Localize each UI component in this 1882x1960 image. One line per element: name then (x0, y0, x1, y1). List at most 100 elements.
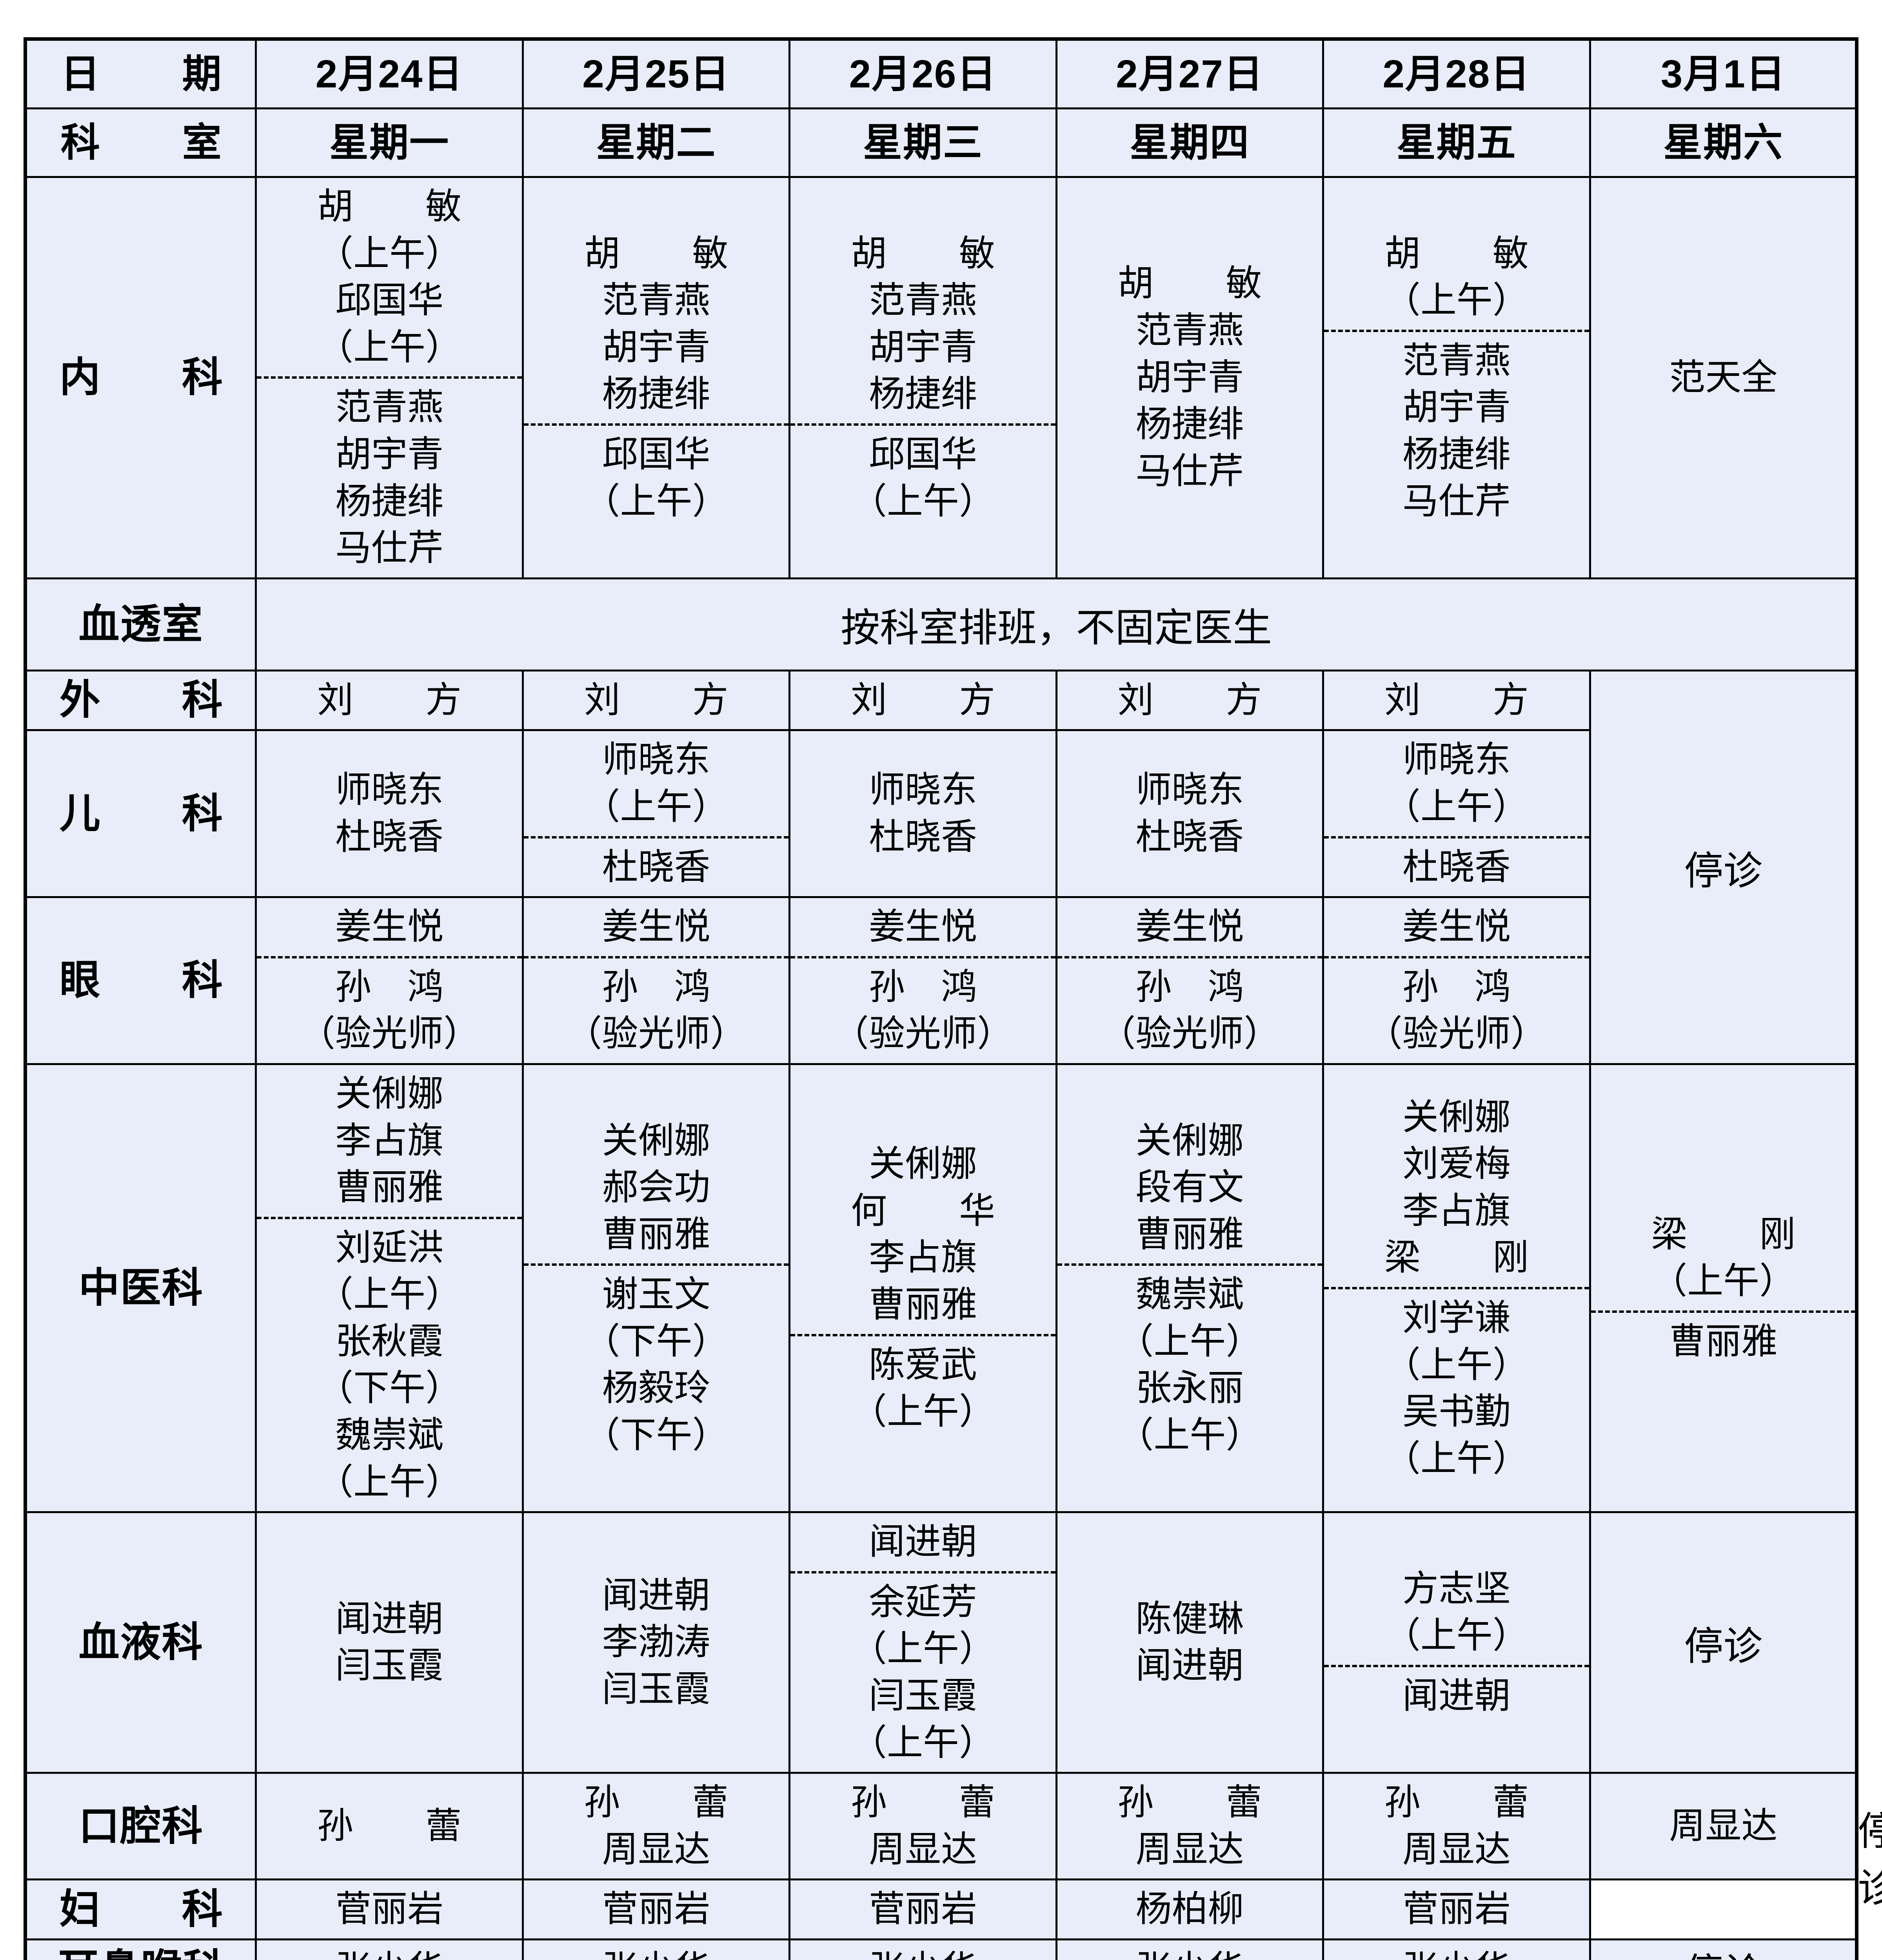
schedule-cell[interactable]: 刘 方 (521, 669, 791, 731)
schedule-cell[interactable]: 孙 蕾 周显达 (1055, 1772, 1324, 1881)
schedule-cell[interactable]: 张少华 (255, 1938, 524, 1960)
schedule-cell[interactable]: 孙 蕾 周显达 (1322, 1772, 1591, 1881)
cell-content: 孙 蕾 周显达 (524, 1774, 788, 1878)
schedule-cell[interactable]: 菅丽岩 (1322, 1878, 1591, 1940)
shift-primary: 梁 刚 （上午） (1651, 1214, 1796, 1301)
dept-label-3: 外 科 (24, 669, 257, 731)
schedule-cell[interactable]: 师晓东 （上午） 杜晓香 (1322, 729, 1591, 898)
schedule-cell[interactable]: 姜生悦孙 鸿 （验光师） (788, 896, 1057, 1065)
schedule-cell[interactable]: 胡 敏 范青燕 胡宇青 杨捷绯 邱国华 （上午） (521, 176, 791, 579)
cell-content: 师晓东 （上午） 杜晓香 (523, 731, 789, 897)
cell-content: 师晓东 杜晓香 (790, 761, 1055, 866)
header-weekday-2: 星期二 (521, 107, 791, 178)
cell-content: 张少华 (1057, 1940, 1322, 1960)
shift-secondary: 范青燕 胡宇青 杨捷绯 马仕芹 (257, 376, 522, 577)
cell-content: 师晓东 （上午） 杜晓香 (1324, 731, 1589, 896)
schedule-cell[interactable]: 姜生悦孙 鸿 （验光师） (521, 896, 791, 1065)
schedule-cell[interactable]: 刘 方 (788, 669, 1057, 731)
cell-content: 刘 方 (257, 671, 521, 730)
shift-primary: 姜生悦 (1402, 907, 1511, 947)
shift-primary: 菅丽岩 (1402, 1889, 1511, 1929)
shift-primary: 师晓东 杜晓香 (335, 770, 444, 857)
schedule-cell[interactable]: 关俐娜 郝会功 曹丽雅 谢玉文 （下午） 杨毅玲 （下午） (521, 1063, 791, 1514)
cell-content: 孙 蕾 周显达 (790, 1774, 1055, 1878)
schedule-cell[interactable]: 师晓东 杜晓香 (788, 729, 1057, 898)
shift-secondary: 余延芳 （上午） 闫玉霞 （上午） (790, 1571, 1055, 1772)
schedule-cell[interactable]: 刘 方 (1322, 669, 1591, 731)
schedule-cell[interactable]: 孙 蕾 周显达 (521, 1772, 791, 1881)
cell-content: 张少华 (524, 1940, 788, 1960)
schedule-cell[interactable]: 张少华 (1322, 1938, 1591, 1960)
schedule-cell[interactable]: 胡 敏 （上午） 范青燕 胡宇青 杨捷绯 马仕芹 (1322, 176, 1591, 579)
shift-secondary: 杜晓香 (523, 836, 789, 897)
shift-secondary: 邱国华 （上午） (790, 423, 1055, 530)
schedule-cell[interactable]: 师晓东 （上午） 杜晓香 (521, 729, 791, 898)
schedule-cell[interactable]: 师晓东 杜晓香 (1055, 729, 1324, 898)
schedule-cell[interactable]: 梁 刚 （上午） 曹丽雅 (1589, 1063, 1858, 1514)
schedule-cell[interactable]: 胡 敏 范青燕 胡宇青 杨捷绯 邱国华 （上午） (788, 176, 1057, 579)
schedule-cell[interactable]: 范天全 (1589, 176, 1858, 579)
cell-content: 周显达 (1591, 1797, 1856, 1855)
schedule-cell[interactable]: 菅丽岩 (255, 1878, 524, 1940)
schedule-cell[interactable]: 闻进朝余延芳 （上午） 闫玉霞 （上午） (788, 1511, 1057, 1774)
shift-primary: 孙 蕾 周显达 (1117, 1782, 1262, 1869)
shift-primary: 菅丽岩 (868, 1889, 977, 1929)
schedule-cell[interactable]: 关俐娜 段有文 曹丽雅 魏崇斌 （上午） 张永丽 （上午） (1055, 1063, 1324, 1514)
schedule-cell[interactable]: 菅丽岩 (521, 1878, 791, 1940)
schedule-cell[interactable]: 姜生悦孙 鸿 （验光师） (1055, 896, 1324, 1065)
closed-cell: 停诊 (1589, 669, 1858, 1065)
header-weekday-1: 星期一 (255, 107, 524, 178)
shift-primary: 张少华 (257, 1940, 521, 1960)
schedule-cell[interactable]: 刘 方 (255, 669, 524, 731)
schedule-cell[interactable]: 刘 方 (1055, 669, 1324, 731)
schedule-cell[interactable]: 姜生悦孙 鸿 （验光师） (1322, 896, 1591, 1065)
shift-primary: 闻进朝 闫玉霞 (335, 1599, 444, 1686)
schedule-cell[interactable]: 周显达 (1589, 1772, 1858, 1881)
shift-primary: 刘 方 (317, 680, 480, 720)
schedule-row: 血液科 闻进朝 闫玉霞 闻进朝 李渤涛 闫玉霞 闻进朝 余延芳 （上午） 闫玉霞 （上午… (24, 1511, 1858, 1774)
shift-primary: 胡 敏 范青燕 胡宇青 杨捷绯 (584, 233, 728, 414)
header-row-weekdays: 科 室星期一 星期二 星期三 星期四 星期五 星期六 (24, 107, 1858, 178)
schedule-cell[interactable]: 陈健琳 闻进朝 (1055, 1511, 1324, 1774)
schedule-cell[interactable]: 张少华 (1055, 1938, 1324, 1960)
header-date-3: 2月26日 (788, 38, 1057, 109)
shift-primary: 刘 方 (850, 680, 1013, 720)
shift-primary: 关俐娜 段有文 曹丽雅 (1135, 1120, 1244, 1254)
shift-primary: 关俐娜 何 华 李占旗 曹丽雅 (850, 1144, 995, 1325)
shift-primary: 闻进朝 (868, 1522, 977, 1562)
schedule-cell[interactable]: 方志坚 （上午） 闻进朝 (1322, 1511, 1591, 1774)
schedule-cell[interactable]: 师晓东 杜晓香 (255, 729, 524, 898)
shift-primary: 关俐娜 郝会功 曹丽雅 (602, 1120, 710, 1254)
shift-primary: 范天全 (1669, 357, 1778, 397)
schedule-cell[interactable]: 胡 敏 （上午） 邱国华 （上午） 范青燕 胡宇青 杨捷绯 马仕芹 (255, 176, 524, 579)
schedule-cell[interactable]: 菅丽岩 (788, 1878, 1057, 1940)
cell-content: 胡 敏 范青燕 胡宇青 杨捷绯 马仕芹 (1057, 255, 1322, 500)
schedule-row: 中医科 关俐娜 李占旗 曹丽雅 刘延洪 （上午） 张秋霞 （下午） 魏崇斌 （上午）… (24, 1063, 1858, 1514)
shift-primary: 师晓东 杜晓香 (1135, 770, 1244, 857)
cell-content: 闻进朝余延芳 （上午） 闫玉霞 （上午） (790, 1513, 1055, 1772)
schedule-cell[interactable]: 关俐娜 刘爱梅 李占旗 梁 刚刘学谦 （上午） 吴书勤 （上午） (1322, 1063, 1591, 1514)
schedule-cell[interactable]: 关俐娜 李占旗 曹丽雅 刘延洪 （上午） 张秋霞 （下午） 魏崇斌 （上午） (255, 1063, 524, 1514)
schedule-cell[interactable]: 关俐娜 何 华 李占旗 曹丽雅 陈爱武 （上午） (788, 1063, 1057, 1514)
closed-cell: 停诊 (1589, 1938, 1858, 1960)
shift-primary: 菅丽岩 (602, 1889, 710, 1929)
schedule-cell[interactable]: 姜生悦孙 鸿 （验光师） (255, 896, 524, 1065)
dept-label-10: 耳鼻喉科 (24, 1938, 257, 1960)
cell-content: 姜生悦孙 鸿 （验光师） (1324, 898, 1589, 1063)
shift-primary: 姜生悦 (868, 907, 977, 947)
schedule-cell[interactable]: 张少华 (788, 1938, 1057, 1960)
schedule-cell[interactable]: 杨柏柳 (1055, 1878, 1324, 1940)
dept-label-7: 血液科 (24, 1511, 257, 1774)
shift-primary: 关俐娜 李占旗 曹丽雅 (335, 1073, 444, 1208)
schedule-cell[interactable]: 孙 蕾 周显达 (788, 1772, 1057, 1881)
schedule-cell[interactable]: 孙 蕾 (255, 1772, 524, 1881)
schedule-cell[interactable]: 闻进朝 闫玉霞 (255, 1511, 524, 1774)
cell-content: 张少华 (1324, 1940, 1589, 1960)
dialysis-notice-cell: 按科室排班，不固定医生 (255, 577, 1858, 671)
schedule-cell[interactable]: 闻进朝 李渤涛 闫玉霞 (521, 1511, 791, 1774)
header-date-4: 2月27日 (1055, 38, 1324, 109)
schedule-cell[interactable]: 张少华 (521, 1938, 791, 1960)
shift-primary: 闻进朝 李渤涛 闫玉霞 (602, 1575, 710, 1710)
schedule-cell[interactable]: 胡 敏 范青燕 胡宇青 杨捷绯 马仕芹 (1055, 176, 1324, 579)
shift-primary: 周显达 (1669, 1806, 1778, 1846)
